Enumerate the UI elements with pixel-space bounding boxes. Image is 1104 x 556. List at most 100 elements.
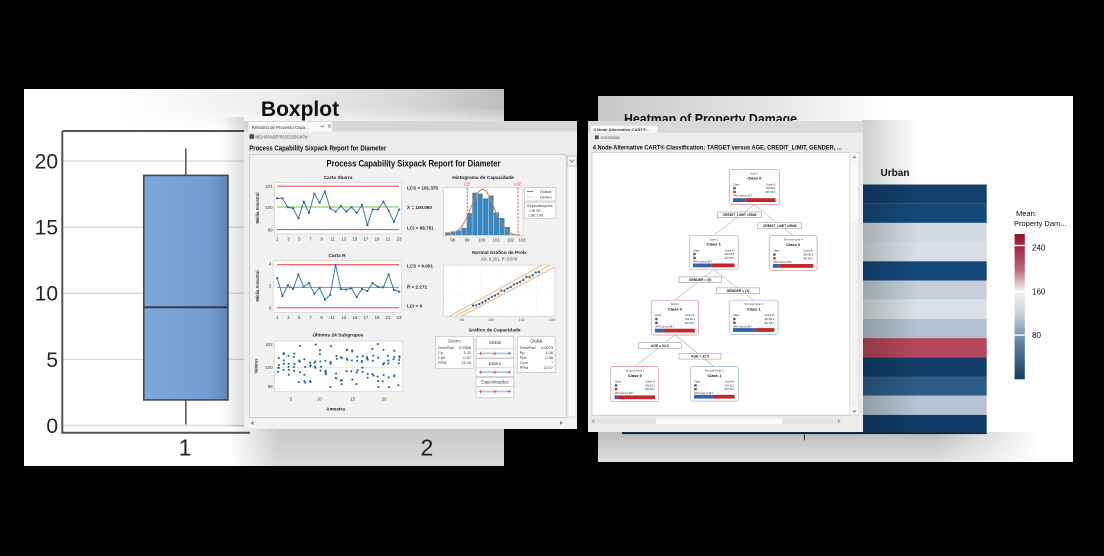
svg-text:Process Capability Sixpack Rep: Process Capability Sixpack Report for Di… (249, 146, 386, 153)
svg-text:Class 1: Class 1 (707, 242, 722, 247)
svg-text:2: 2 (421, 435, 434, 461)
svg-text:23: 23 (397, 315, 402, 320)
svg-text:303 30.3: 303 30.3 (725, 253, 735, 256)
svg-text:98: 98 (268, 384, 273, 389)
svg-text:9: 9 (320, 237, 323, 242)
svg-text:W% Correct 69.7: W% Correct 69.7 (733, 195, 753, 198)
svg-text:Class 0: Class 0 (668, 307, 683, 312)
svg-text:W% Correct 69.7: W% Correct 69.7 (693, 261, 713, 264)
svg-text:21: 21 (386, 315, 391, 320)
svg-text:W% Correct 69.7: W% Correct 69.7 (615, 392, 635, 395)
svg-text:R̅ = 2.271: R̅ = 2.271 (407, 284, 428, 290)
svg-text:CREDIT_LIMIT ≥5546: CREDIT_LIMIT ≥5546 (763, 224, 797, 228)
svg-text:98: 98 (450, 238, 455, 243)
svg-text:15: 15 (350, 397, 355, 402)
svg-text:9: 9 (320, 315, 323, 320)
svg-text:Pp: Pp (520, 350, 525, 355)
svg-text:Global: Global (489, 340, 501, 345)
svg-text:MELHORIADEPROCESSOS.MTW: MELHORIADEPROCESSOS.MTW (256, 135, 309, 140)
svg-text:160: 160 (1032, 288, 1046, 297)
svg-text:99: 99 (465, 238, 470, 243)
svg-text:W% Correct 69.7: W% Correct 69.7 (773, 261, 793, 264)
svg-text:Normal Gráfico de Prob: Normal Gráfico de Prob (472, 250, 526, 256)
svg-text:Histograma de Capacidade: Histograma de Capacidade (452, 175, 514, 181)
svg-text:4 Node Alternative CART® Class: 4 Node Alternative CART® Classification:… (593, 143, 842, 151)
svg-text:LSE: LSE (514, 182, 522, 187)
svg-text:GOODBAD: GOODBAD (601, 136, 621, 140)
svg-text:X̅ = 100.060: X̅ = 100.060 (407, 204, 433, 210)
svg-text:1: 1 (179, 435, 192, 461)
svg-text:11: 11 (330, 315, 335, 320)
svg-text:240: 240 (1032, 244, 1046, 253)
svg-text:21: 21 (386, 237, 391, 242)
svg-text:Dentro: Dentro (489, 361, 502, 366)
svg-text:DesvPad: DesvPad (520, 345, 536, 350)
svg-text:20: 20 (35, 151, 58, 174)
svg-text:13: 13 (341, 237, 346, 242)
svg-text:15: 15 (352, 315, 357, 320)
svg-text:3: 3 (287, 315, 290, 320)
svg-text:Node 1: Node 1 (750, 171, 759, 175)
svg-text:697 69.7: 697 69.7 (803, 257, 813, 260)
svg-text:Node 3: Node 3 (671, 302, 680, 306)
svg-text:697 69.7: 697 69.7 (725, 388, 735, 391)
svg-text:Dentro: Dentro (448, 339, 461, 344)
svg-text:100: 100 (265, 365, 273, 370)
svg-text:13.43: 13.43 (461, 360, 471, 365)
svg-text:Count %: Count % (725, 381, 735, 384)
svg-text:10: 10 (317, 397, 322, 402)
svg-text:100: 100 (265, 205, 273, 210)
svg-text:Ppk: Ppk (520, 355, 527, 360)
svg-text:5: 5 (290, 397, 293, 402)
svg-text:DesvPad: DesvPad (438, 345, 454, 350)
svg-text:7: 7 (309, 315, 312, 320)
svg-text:Global: Global (540, 189, 551, 194)
svg-text:Class 0: Class 0 (628, 373, 643, 378)
svg-text:0: 0 (46, 415, 58, 438)
svg-text:3: 3 (287, 237, 290, 242)
svg-text:10: 10 (35, 283, 58, 306)
svg-text:1.06: 1.06 (545, 350, 553, 355)
svg-text:303 30.3: 303 30.3 (766, 187, 776, 190)
svg-text:13: 13 (341, 315, 346, 320)
svg-text:Dentro: Dentro (540, 195, 552, 200)
svg-text:15: 15 (35, 217, 58, 240)
svg-text:Count %: Count % (685, 314, 695, 317)
svg-text:Valores: Valores (254, 358, 259, 374)
svg-text:0.37: 0.37 (463, 355, 471, 360)
svg-text:LCI = 0: LCI = 0 (407, 304, 423, 309)
svg-text:697 69.7: 697 69.7 (766, 191, 776, 194)
svg-text:Terminal Node 1: Terminal Node 1 (625, 369, 644, 373)
svg-text:697 69.7: 697 69.7 (725, 257, 735, 260)
svg-text:LSE 100: LSE 100 (529, 214, 544, 218)
svg-text:Count %: Count % (804, 250, 814, 253)
svg-text:Class 1: Class 1 (707, 373, 722, 378)
svg-text:Terminal Node 2: Terminal Node 2 (705, 369, 724, 373)
svg-text:0.9073: 0.9073 (541, 345, 553, 350)
svg-text:Relatório de Processo Capa...: Relatório de Processo Capa... (252, 125, 309, 130)
svg-text:Node 2: Node 2 (710, 237, 719, 241)
svg-text:19: 19 (375, 237, 380, 242)
svg-text:Últimos 24 Subgrupos: Últimos 24 Subgrupos (313, 332, 364, 339)
svg-text:303 30.3: 303 30.3 (803, 254, 813, 257)
svg-text:Class 1: Class 1 (747, 307, 762, 312)
svg-text:Count %: Count % (725, 249, 735, 252)
svg-text:Terminal Node 4: Terminal Node 4 (784, 238, 803, 242)
svg-text:GENDER = (0): GENDER = (0) (689, 278, 712, 282)
svg-text:CpK: CpK (438, 355, 446, 360)
svg-text:101: 101 (493, 238, 501, 243)
svg-text:Cpm: Cpm (520, 360, 528, 365)
svg-text:Global: Global (530, 339, 542, 344)
svg-text:Mean:: Mean: (1016, 209, 1037, 218)
svg-text:Class: Class (615, 381, 622, 384)
svg-text:102: 102 (507, 238, 515, 243)
svg-text:Média Amostral: Média Amostral (255, 270, 260, 301)
svg-text:LCI = 98.751: LCI = 98.751 (407, 226, 434, 231)
svg-text:100: 100 (488, 318, 494, 322)
svg-text:303 30.3: 303 30.3 (645, 384, 655, 387)
svg-text:12.07: 12.07 (543, 365, 553, 370)
svg-text:303 30.3: 303 30.3 (725, 384, 735, 387)
svg-text:303 30.3: 303 30.3 (764, 318, 774, 321)
svg-text:Urban: Urban (881, 168, 910, 179)
svg-text:Especificações: Especificações (527, 204, 552, 208)
